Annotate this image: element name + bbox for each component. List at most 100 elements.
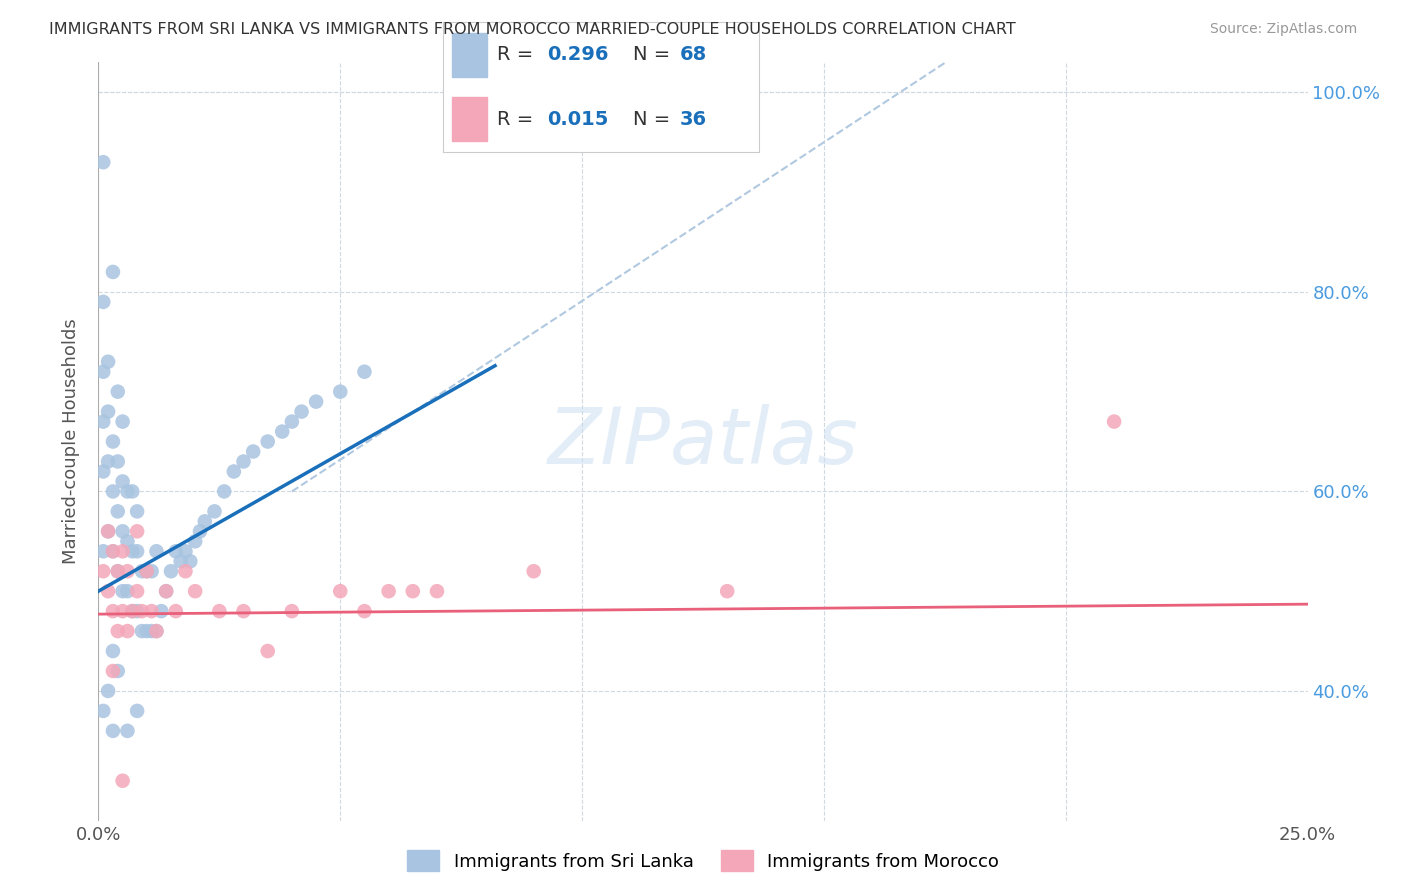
Text: 36: 36: [681, 110, 707, 128]
Point: [107, 664, 129, 678]
Point: [222, 465, 245, 479]
Point: [107, 454, 129, 468]
Point: [523, 564, 546, 578]
Bar: [453, 33, 486, 77]
Point: [145, 624, 167, 639]
Point: [184, 534, 207, 549]
Point: [107, 624, 129, 639]
Y-axis label: Married-couple Households: Married-couple Households: [62, 318, 80, 565]
Point: [174, 564, 197, 578]
Text: R =: R =: [496, 45, 538, 64]
Point: [107, 564, 129, 578]
Point: [91, 564, 114, 578]
Point: [117, 584, 139, 599]
Point: [107, 384, 129, 399]
Point: [127, 544, 149, 558]
Point: [101, 723, 124, 738]
Point: [353, 365, 375, 379]
Point: [716, 584, 738, 599]
Legend: Immigrants from Sri Lanka, Immigrants from Morocco: Immigrants from Sri Lanka, Immigrants fr…: [399, 843, 1007, 879]
Point: [111, 773, 134, 788]
Point: [155, 584, 177, 599]
Point: [329, 384, 352, 399]
Point: [141, 604, 163, 618]
Point: [169, 554, 191, 568]
Point: [165, 544, 187, 558]
Point: [256, 434, 278, 449]
Point: [127, 584, 149, 599]
Point: [111, 544, 134, 558]
Point: [97, 404, 120, 418]
Point: [194, 514, 217, 528]
Point: [127, 504, 149, 518]
Point: [188, 524, 211, 539]
Point: [141, 564, 163, 578]
Point: [1102, 415, 1125, 429]
Point: [101, 604, 124, 618]
Point: [101, 544, 124, 558]
Point: [107, 564, 129, 578]
Point: [160, 564, 183, 578]
Point: [91, 544, 114, 558]
Point: [121, 604, 143, 618]
Point: [141, 624, 163, 639]
Point: [232, 454, 254, 468]
Point: [101, 265, 124, 279]
Point: [165, 604, 187, 618]
Point: [426, 584, 449, 599]
Point: [91, 365, 114, 379]
Point: [329, 584, 352, 599]
Point: [353, 604, 375, 618]
Point: [145, 544, 167, 558]
Point: [271, 425, 294, 439]
Point: [91, 415, 114, 429]
Point: [305, 394, 328, 409]
Text: IMMIGRANTS FROM SRI LANKA VS IMMIGRANTS FROM MOROCCO MARRIED-COUPLE HOUSEHOLDS C: IMMIGRANTS FROM SRI LANKA VS IMMIGRANTS …: [49, 22, 1017, 37]
Point: [204, 504, 226, 518]
Point: [127, 704, 149, 718]
Point: [131, 604, 153, 618]
Point: [101, 434, 124, 449]
Point: [91, 465, 114, 479]
Text: R =: R =: [496, 110, 538, 128]
Point: [256, 644, 278, 658]
Point: [127, 524, 149, 539]
Point: [131, 564, 153, 578]
Text: N =: N =: [633, 110, 676, 128]
Point: [101, 484, 124, 499]
Point: [121, 544, 143, 558]
Point: [101, 544, 124, 558]
Point: [91, 704, 114, 718]
Point: [179, 554, 201, 568]
Point: [135, 624, 157, 639]
Point: [377, 584, 399, 599]
Point: [290, 404, 312, 418]
Point: [242, 444, 264, 458]
Point: [184, 584, 207, 599]
Point: [111, 475, 134, 489]
Point: [131, 624, 153, 639]
Point: [91, 294, 114, 309]
Point: [97, 524, 120, 539]
Point: [101, 664, 124, 678]
Point: [145, 624, 167, 639]
Point: [402, 584, 425, 599]
Point: [117, 624, 139, 639]
Point: [91, 155, 114, 169]
Point: [97, 684, 120, 698]
Point: [111, 415, 134, 429]
Point: [117, 534, 139, 549]
Text: Source: ZipAtlas.com: Source: ZipAtlas.com: [1209, 22, 1357, 37]
Point: [127, 604, 149, 618]
Point: [121, 604, 143, 618]
Point: [101, 644, 124, 658]
Point: [208, 604, 231, 618]
Text: 0.015: 0.015: [547, 110, 609, 128]
Point: [155, 584, 177, 599]
Point: [97, 454, 120, 468]
Point: [117, 484, 139, 499]
Point: [111, 584, 134, 599]
Point: [135, 564, 157, 578]
Bar: [453, 97, 486, 141]
Point: [212, 484, 235, 499]
